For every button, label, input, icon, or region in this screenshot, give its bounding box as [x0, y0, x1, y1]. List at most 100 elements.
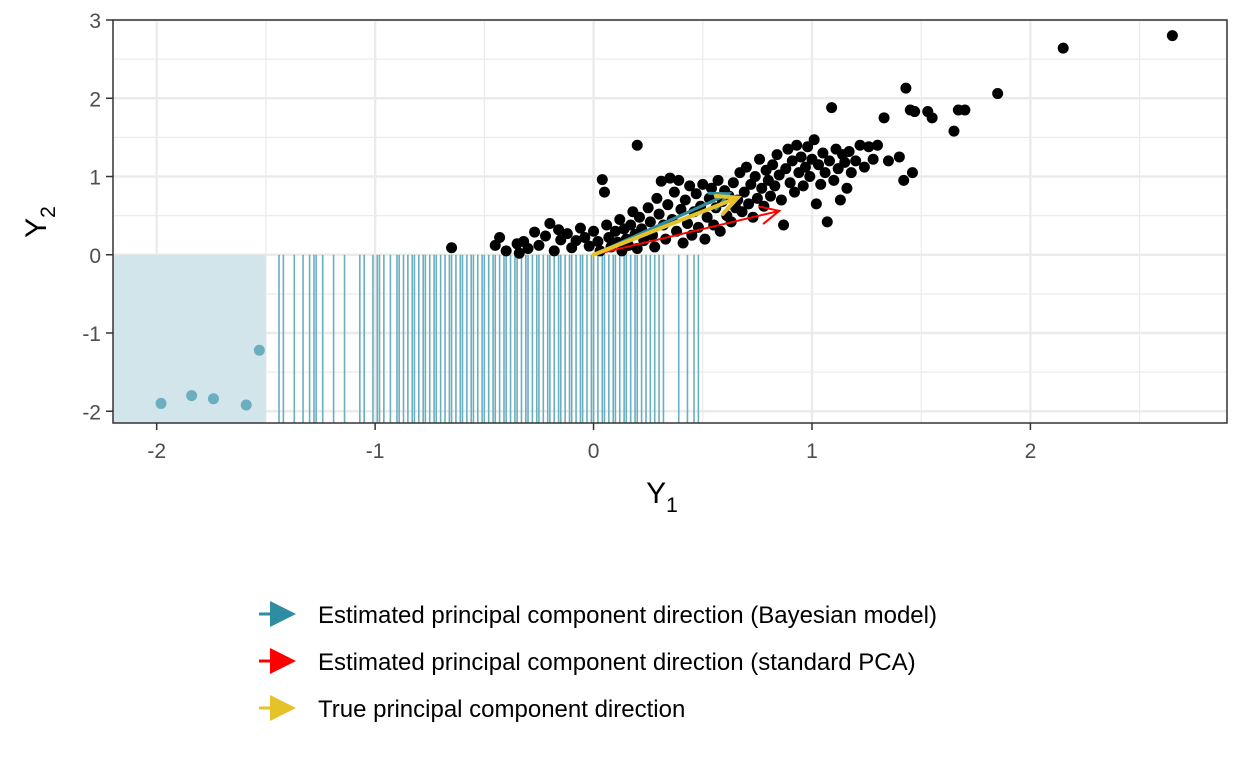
data-point — [882, 155, 894, 167]
legend-label: Estimated principal component direction … — [318, 649, 916, 676]
data-point — [513, 247, 525, 259]
data-point — [690, 188, 702, 200]
data-point — [821, 216, 833, 228]
data-point — [854, 139, 866, 151]
data-point — [544, 217, 556, 229]
data-point — [813, 159, 825, 171]
data-point — [625, 219, 637, 231]
data-point — [714, 225, 726, 237]
data-point — [614, 214, 626, 226]
y-tick-label: -1 — [82, 323, 101, 346]
y-tick-label: 2 — [89, 88, 101, 111]
panel-border — [112, 19, 1228, 424]
data-point — [697, 178, 709, 190]
data-point — [767, 159, 779, 171]
data-point — [1166, 30, 1178, 42]
data-point — [992, 88, 1004, 100]
data-point — [712, 174, 724, 186]
x-tick-label: -2 — [147, 440, 166, 463]
data-point — [797, 180, 809, 192]
data-point — [522, 242, 534, 254]
data-point — [850, 155, 862, 167]
data-point — [579, 232, 591, 244]
data-point — [446, 242, 458, 254]
data-point — [655, 175, 667, 187]
data-point — [662, 199, 674, 211]
x-tick-label: 0 — [588, 440, 600, 463]
data-point — [789, 186, 801, 198]
data-point — [764, 190, 776, 202]
arrow-standard-pca — [592, 205, 782, 256]
y-tick-label: -2 — [82, 401, 101, 424]
data-point — [679, 194, 691, 206]
data-point — [631, 139, 643, 151]
data-point — [494, 232, 506, 244]
data-point — [533, 239, 545, 251]
data-point — [834, 194, 846, 206]
data-point — [529, 226, 541, 238]
data-point — [673, 174, 685, 186]
grid-minor — [113, 20, 1227, 423]
data-point — [810, 198, 822, 210]
data-point — [819, 167, 831, 179]
legend-key-arrowhead — [270, 601, 296, 627]
data-point — [727, 177, 739, 189]
data-point — [675, 203, 687, 215]
data-point — [780, 163, 792, 175]
data-point — [878, 112, 890, 124]
data-point — [740, 161, 752, 173]
x-axis-title: Y1 — [646, 477, 678, 517]
legend-label: Estimated principal component direction … — [318, 602, 937, 629]
data-point — [815, 178, 827, 190]
data-point — [771, 149, 783, 161]
data-point — [795, 151, 807, 163]
data-point — [500, 245, 512, 257]
data-point — [644, 216, 656, 228]
data-point — [863, 141, 875, 153]
data-point — [845, 167, 857, 179]
data-point — [684, 180, 696, 192]
data-point — [677, 237, 689, 249]
data-point — [843, 145, 855, 157]
data-point — [926, 112, 938, 124]
data-point — [754, 153, 766, 165]
data-point — [839, 156, 851, 168]
legend-item: Estimated principal component direction … — [259, 601, 937, 629]
data-point — [548, 245, 560, 257]
data-point — [598, 186, 610, 198]
data-point — [553, 224, 565, 236]
data-point — [826, 102, 838, 114]
data-point — [948, 125, 960, 137]
direction-arrows — [591, 191, 782, 257]
x-axis: -2 -1 0 1 2 — [147, 423, 1036, 463]
legend: Estimated principal component direction … — [259, 601, 937, 723]
data-point — [651, 192, 663, 204]
censored-point — [253, 344, 265, 356]
data-point — [782, 143, 794, 155]
data-point — [539, 230, 551, 242]
censored-point — [155, 397, 167, 409]
data-point — [653, 208, 665, 220]
data-point — [642, 202, 654, 214]
data-point — [649, 241, 661, 253]
data-point — [808, 134, 820, 146]
x-tick-label: 1 — [806, 440, 818, 463]
data-point — [906, 167, 918, 179]
data-point — [756, 182, 768, 194]
data-point — [769, 180, 781, 192]
y-axis: -2 -1 0 1 2 3 — [82, 10, 113, 424]
data-point — [749, 171, 761, 183]
legend-item: Estimated principal component direction … — [259, 648, 916, 676]
data-point — [841, 182, 853, 194]
x-tick-label: -1 — [366, 440, 385, 463]
data-point — [570, 235, 582, 247]
data-point — [828, 174, 840, 186]
legend-item: True principal component direction — [259, 695, 685, 723]
data-point — [664, 172, 676, 184]
data-point — [872, 139, 884, 151]
arrow-true — [591, 194, 742, 257]
data-point — [784, 177, 796, 189]
censored-point — [186, 390, 198, 402]
data-point — [701, 211, 713, 223]
data-point — [743, 198, 755, 210]
